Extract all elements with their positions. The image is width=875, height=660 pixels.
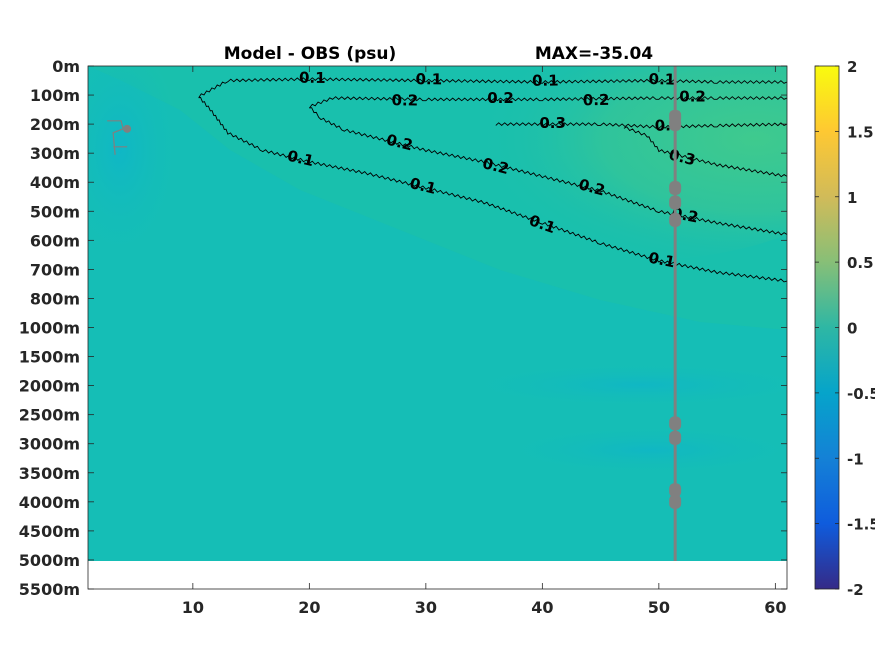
- chart-max-label: MAX=-35.04: [535, 44, 653, 64]
- y-tick-label: 3000m: [19, 435, 80, 454]
- mooring: [669, 66, 682, 561]
- y-tick-label: 700m: [30, 260, 80, 279]
- deep-low-field: [460, 363, 787, 407]
- y-tick-label: 2000m: [19, 377, 80, 396]
- contour-label: 0.2: [583, 91, 610, 109]
- chart-title: Model - OBS (psu): [224, 44, 397, 64]
- y-tick-label: 5000m: [19, 551, 80, 570]
- y-tick-label: 3500m: [19, 464, 80, 483]
- left-low-field: [88, 66, 180, 260]
- instrument-sensor: [123, 124, 132, 133]
- contour-line: [198, 77, 787, 99]
- contour-label: 0.2: [385, 130, 415, 154]
- x-tick-label: 10: [182, 598, 204, 617]
- contour-label: 0.1: [408, 174, 438, 198]
- y-axis: 0m 100m 200m 300m 400m 500m 600m 700m 800m 1000m 1…: [19, 57, 787, 599]
- x-tick-label: 30: [415, 598, 437, 617]
- y-tick-label: 500m: [30, 202, 80, 221]
- contour-label: 0.1: [648, 70, 675, 89]
- contour-label: 0.1: [299, 69, 326, 87]
- contour-label: 0.2: [481, 154, 511, 178]
- y-tick-label: 0m: [52, 57, 80, 76]
- x-tick-label: 20: [298, 598, 320, 617]
- mooring-instrument: [669, 195, 682, 210]
- colorbar-tick-label: 2: [847, 58, 857, 76]
- contour-label: 0.2: [391, 91, 418, 109]
- y-tick-label: 4000m: [19, 493, 80, 512]
- x-axis: 10 20 30 40 50 60: [182, 66, 786, 617]
- contour-label: 0.1: [415, 70, 442, 88]
- y-tick-label: 1000m: [19, 319, 80, 338]
- contour-lines: [198, 77, 787, 283]
- colorbar-tick-label: 1.5: [847, 123, 874, 141]
- mooring-instrument: [669, 430, 682, 445]
- nodata-region: [88, 561, 787, 589]
- salinity-field: [88, 66, 787, 561]
- near-surface-instrument: [107, 120, 132, 155]
- colorbar-tick-label: 1: [847, 189, 857, 207]
- y-tick-label: 300m: [30, 144, 80, 163]
- colorbar-tick-label: 0: [847, 320, 857, 338]
- colorbar-ticks: 2 1.5 1 0.5 0 -0.5 -1 -1.5 -2: [815, 58, 875, 599]
- contour-label: 0.1: [286, 147, 316, 171]
- contour-line: [309, 96, 787, 109]
- contour-line: [198, 96, 787, 283]
- y-tick-label: 2500m: [19, 406, 80, 425]
- contour-label: 0.2: [679, 88, 706, 106]
- abyss-low-field: [500, 426, 787, 474]
- y-tick-label: 1500m: [19, 348, 80, 367]
- y-tick-label: 800m: [30, 289, 80, 308]
- x-tick-label: 60: [764, 598, 786, 617]
- mooring-instrument: [669, 117, 682, 132]
- mooring-instrument: [669, 416, 682, 431]
- contour-line: [623, 126, 787, 178]
- high-core-field: [410, 66, 787, 260]
- contour-label: 0.1: [647, 249, 677, 272]
- contour-label: 0.2: [487, 89, 514, 107]
- colorbar-tick-label: 0.5: [847, 254, 874, 272]
- colorbar-tick-label: -1: [847, 450, 864, 468]
- y-tick-label: 600m: [30, 231, 80, 250]
- y-tick-label: 5500m: [19, 580, 80, 599]
- y-tick-label: 4500m: [19, 522, 80, 541]
- colorbar-tick-label: -2: [847, 581, 864, 599]
- mooring-instrument: [669, 494, 682, 509]
- y-tick-label: 100m: [30, 86, 80, 105]
- colorbar-tick-label: -1.5: [847, 516, 875, 534]
- contour-label: 0.1: [532, 71, 559, 89]
- mooring-instrument: [669, 181, 682, 196]
- contour-line: [309, 107, 787, 236]
- x-tick-label: 50: [648, 598, 670, 617]
- y-tick-label: 400m: [30, 173, 80, 192]
- contour-line: [495, 122, 787, 129]
- mooring-instrument: [669, 212, 682, 227]
- mooring-instrument: [669, 483, 682, 498]
- contour-label: 0.3: [539, 114, 566, 132]
- x-tick-label: 40: [531, 598, 553, 617]
- colorbar-tick-label: -0.5: [847, 385, 875, 403]
- y-tick-label: 200m: [30, 115, 80, 134]
